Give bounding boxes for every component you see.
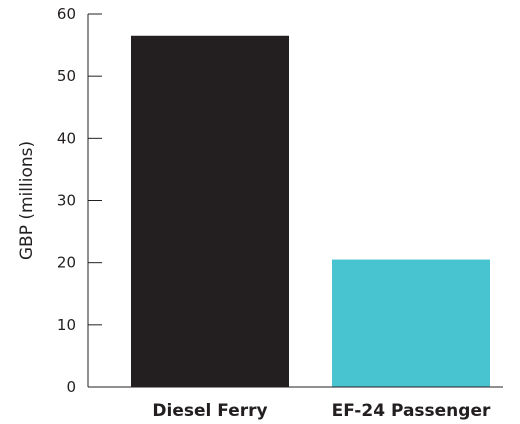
bars: [131, 35, 490, 388]
y-axis-title: GBP (millions): [17, 141, 37, 260]
y-tick-label: 40: [57, 129, 76, 147]
x-category-label: Diesel Ferry: [152, 401, 267, 421]
y-tick-label: 60: [57, 5, 76, 23]
y-tick-label: 50: [57, 67, 76, 85]
bar: [332, 259, 490, 387]
x-axis: Diesel Ferry EF-24 Passenger: [88, 386, 503, 421]
y-tick-label: 0: [66, 378, 76, 396]
y-tick-label: 10: [57, 316, 76, 334]
y-axis: 0 10 20 30 40 50 60: [57, 5, 102, 396]
y-tick-label: 30: [57, 192, 76, 210]
bar: [131, 35, 289, 388]
y-tick-label: 20: [57, 254, 76, 272]
x-category-label: EF-24 Passenger: [332, 401, 491, 421]
